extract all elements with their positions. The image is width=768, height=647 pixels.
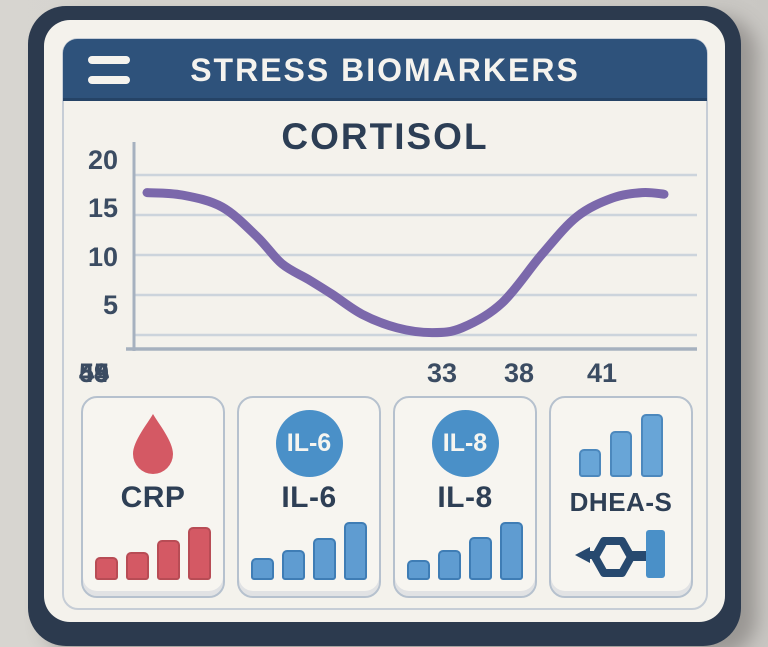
il6-badge-icon: IL-6 <box>275 410 343 477</box>
il6-mini-bar-chart <box>251 518 367 580</box>
card-dheas[interactable]: DHEA-S <box>549 396 693 598</box>
x-axis-tick: 33 <box>426 358 458 388</box>
card-crp[interactable]: CRP <box>81 396 225 598</box>
molecule-icon <box>574 528 668 580</box>
y-axis-tick: 10 <box>87 242 118 272</box>
y-axis-tick: 5 <box>102 290 118 320</box>
y-axis-tick: 20 <box>87 145 118 175</box>
card-il8[interactable]: IL-8 IL-8 <box>393 396 537 598</box>
il8-badge-text: IL-8 <box>442 429 488 457</box>
menu-icon-bar <box>88 56 130 64</box>
chart-title: CORTISOL <box>281 116 489 157</box>
dheas-mini-bar-chart <box>579 410 663 477</box>
y-axis-tick: 15 <box>87 193 118 223</box>
cortisol-line-chart <box>126 142 697 351</box>
il8-badge-icon: IL-8 <box>431 410 499 477</box>
app-header: STRESS BIOMARKERS <box>63 39 707 101</box>
il8-mini-bar-chart <box>407 518 523 580</box>
device-panel: STRESS BIOMARKERS CORTISOL 20 15 10 5 33… <box>44 20 725 622</box>
card-label-dheas: DHEA-S <box>569 487 673 517</box>
crp-mini-bar-chart <box>95 518 211 580</box>
card-label-il6: IL-6 <box>281 480 337 514</box>
x-axis-tick: 41 <box>586 358 618 388</box>
x-axis-tick: 49 <box>78 358 110 388</box>
il6-badge-text: IL-6 <box>286 429 332 457</box>
menu-icon-bar <box>88 76 130 84</box>
x-axis-tick: 55 <box>78 358 110 388</box>
x-axis-tick: 44 <box>78 358 110 388</box>
x-axis-tick: 45 <box>78 358 110 388</box>
card-il6[interactable]: IL-6 IL-6 <box>237 396 381 598</box>
app-screen: STRESS BIOMARKERS CORTISOL 20 15 10 5 33… <box>62 38 708 610</box>
menu-icon[interactable] <box>88 56 130 84</box>
card-label-crp: CRP <box>120 480 186 514</box>
app-title: STRESS BIOMARKERS <box>190 51 580 88</box>
x-axis-tick: 38 <box>503 358 535 388</box>
blood-drop-icon <box>129 410 177 477</box>
device-frame: STRESS BIOMARKERS CORTISOL 20 15 10 5 33… <box>28 6 741 646</box>
biomarker-cards-row: CRP IL-6 IL-6 IL-8 <box>81 396 693 598</box>
card-label-il8: IL-8 <box>437 480 493 514</box>
